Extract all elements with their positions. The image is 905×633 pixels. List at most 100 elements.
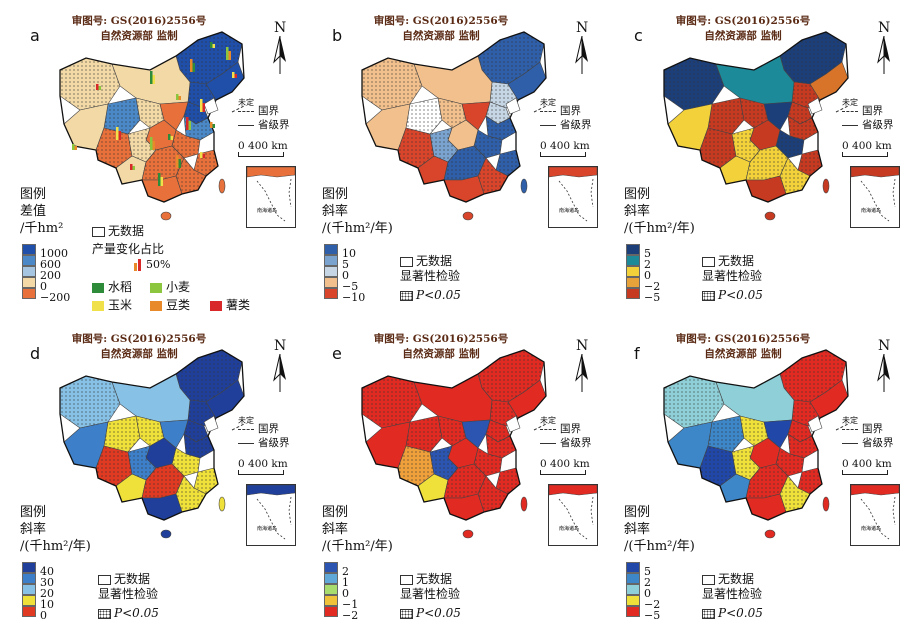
ramp-ticks: 5 2 0 −2 −5 [644, 566, 660, 621]
inset-map [850, 484, 900, 540]
ramp-tick-label: −2 [342, 609, 359, 622]
no-data-key: 无数据 [702, 252, 754, 269]
significance-stipple [746, 146, 788, 180]
significance-stipple [798, 150, 822, 176]
provincial-border-label: 省级界 [862, 437, 894, 449]
stipple-swatch [702, 608, 715, 619]
scale-bar: 0 400 km [540, 458, 590, 476]
ramp-swatch [22, 266, 36, 277]
taiwan-island [218, 496, 226, 512]
legend-unit: /千hm² [20, 221, 64, 236]
china-map [663, 31, 849, 221]
map-panel-b: b 审图号: GS(2016)2556号 自然资源部 监制 N 未定 国界 省级界 0 400… [302, 0, 602, 315]
national-border [361, 31, 547, 203]
no-data-label: 无数据 [718, 254, 755, 268]
province-region [745, 493, 787, 521]
hainan-island [160, 211, 172, 221]
crop-bar [176, 94, 179, 100]
legend-variable: 斜率 [624, 204, 651, 219]
significance-stipple [406, 98, 442, 134]
significance-stipple [398, 128, 434, 168]
national-border-label: 国界 [560, 105, 581, 117]
crop-legend: 产量变化占比 50% 水稻 小麦 玉米 豆类 薯类 [92, 240, 272, 316]
bohai-sea [807, 415, 823, 433]
ramp-swatch [626, 606, 640, 617]
map-panel-a: a 审图号: GS(2016)2556号 自然资源部 监制 N 未定 国界 省级界 0 400… [0, 0, 300, 315]
crop-bar [232, 72, 235, 78]
map-approval-number: 审图号: GS(2016)2556号 自然资源部 监制 [44, 332, 234, 362]
stipple-swatch [702, 290, 715, 301]
ramp-swatch [22, 288, 36, 299]
crop-bar [226, 47, 229, 60]
dashed-line-swatch [842, 429, 858, 430]
province-region [111, 373, 191, 423]
province-region [413, 55, 493, 105]
crop-bar [116, 127, 119, 140]
significance-label: 显著性检验 [400, 587, 461, 601]
significance-stipple [172, 448, 200, 476]
crop-key-item: 豆类 [150, 296, 190, 313]
scale-label: 0 400 km [238, 140, 288, 152]
color-ramp [626, 244, 640, 299]
approval-line: 审图号: GS(2016)2556号 [373, 333, 509, 345]
inset-map [548, 484, 598, 540]
undetermined-label: 未定 [540, 416, 556, 425]
significance-stipple [176, 158, 206, 194]
province-region [141, 493, 183, 521]
south-china-sea-inset: 南海诸岛 [850, 484, 900, 546]
stipple-swatch [400, 290, 413, 301]
significance-stipple [486, 434, 516, 458]
significance-stipple [96, 446, 132, 486]
legend-word: 图例 [20, 505, 47, 520]
ramp-swatch [22, 573, 36, 584]
significance-stipple [184, 420, 208, 442]
national-border-label: 国界 [862, 423, 883, 435]
ramp-tick-label: 2 [342, 565, 349, 578]
bohai-sea [203, 415, 219, 433]
significance-stipple [700, 128, 736, 168]
ramp-tick-label: 30 [40, 576, 54, 589]
crop-bar [158, 173, 161, 186]
crop-bar [210, 42, 213, 48]
color-ramp [22, 244, 36, 299]
china-map [59, 349, 245, 539]
scale-bar-line [540, 152, 586, 157]
legend-variable: 斜率 [322, 522, 349, 537]
significance-stipple [438, 416, 466, 446]
north-arrow-icon [575, 36, 588, 74]
taiwan-island [520, 178, 528, 194]
inset-map [246, 166, 296, 222]
crop-swatch [150, 282, 162, 293]
national-border [361, 349, 547, 521]
approval-issuer: 自然资源部 监制 [704, 30, 782, 42]
approval-issuer: 自然资源部 监制 [402, 348, 480, 360]
significance-stipple [780, 350, 846, 402]
significance-stipple [496, 150, 520, 176]
dashed-line-swatch [238, 111, 254, 112]
ramp-tick-label: 5 [644, 247, 651, 260]
significance-stipple [776, 130, 804, 158]
south-china-sea-inset: 南海诸岛 [548, 484, 598, 546]
no-data-swatch [702, 256, 715, 267]
scale-label: 0 400 km [842, 458, 892, 470]
color-ramp [22, 562, 36, 617]
crop-bar [212, 44, 215, 48]
north-label: N [878, 20, 891, 36]
approval-line: 审图号: GS(2016)2556号 [71, 15, 207, 27]
south-china-sea-inset: 南海诸岛 [850, 166, 900, 228]
crop-share-percent: 50% [132, 258, 170, 271]
significance-stipple [478, 32, 544, 84]
ramp-swatch [626, 244, 640, 255]
ramp-swatch [324, 266, 338, 277]
province-region [715, 373, 795, 423]
no-data-label: 无数据 [416, 572, 453, 586]
significance-stipple [474, 448, 502, 476]
significance-stipple [176, 476, 206, 512]
significance-stipple [788, 102, 812, 124]
approval-line: 审图号: GS(2016)2556号 [675, 333, 811, 345]
national-border-label: 国界 [258, 105, 279, 117]
china-map [59, 31, 245, 221]
ramp-tick-label: 40 [40, 565, 54, 578]
crop-bar [202, 103, 205, 112]
crop-bar [72, 144, 75, 150]
